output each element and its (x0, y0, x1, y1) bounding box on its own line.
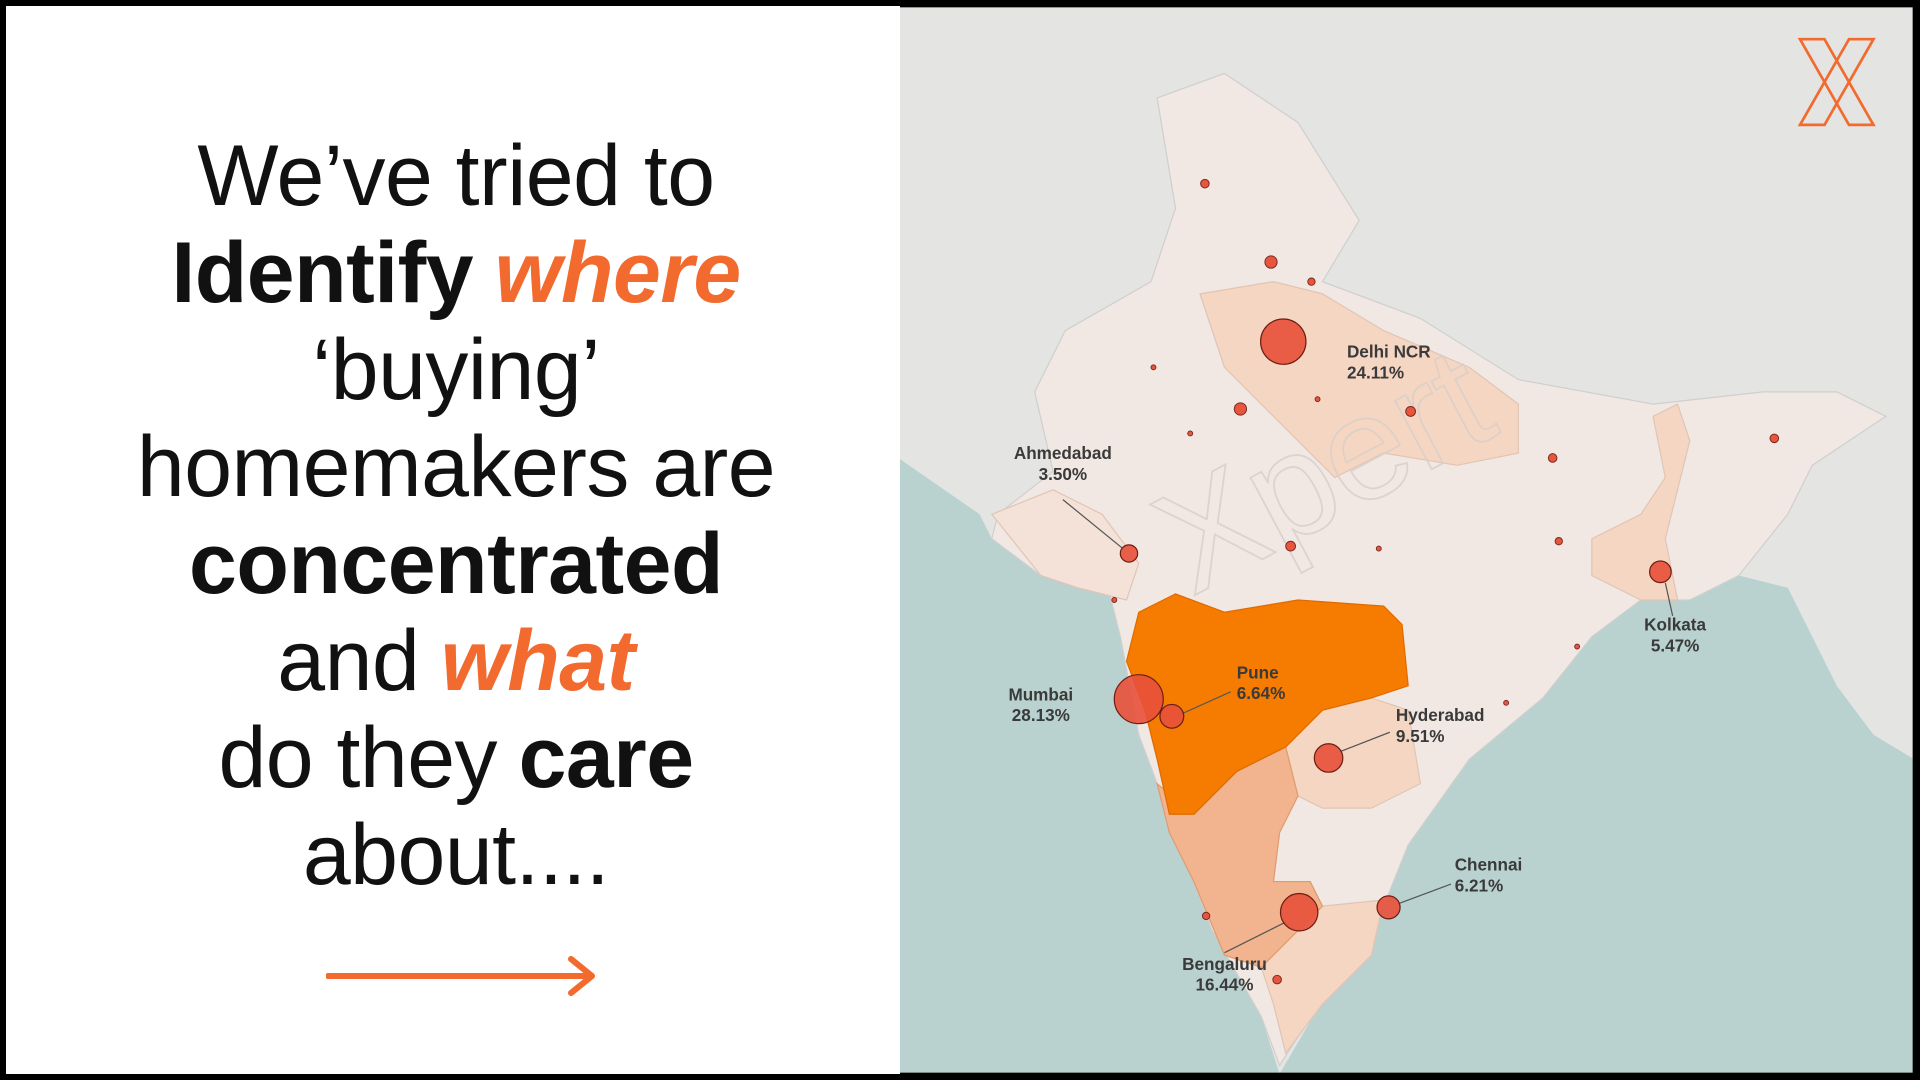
city-name: Pune (1237, 662, 1279, 682)
headline-line: do they care (6, 710, 906, 807)
city-name: Hyderabad (1396, 705, 1485, 725)
headline-text: do they (218, 710, 498, 806)
city-share: 28.13% (1012, 705, 1070, 725)
city-name: Chennai (1455, 855, 1523, 875)
headline-line: concentrated (6, 516, 906, 613)
city-share: 3.50% (1039, 464, 1088, 484)
city-bubble (1259, 318, 1307, 365)
city-share: 6.64% (1237, 683, 1286, 703)
city-bubble (1113, 674, 1164, 725)
headline-text: ‘buying’ (312, 322, 600, 418)
city-share: 24.11% (1347, 362, 1404, 382)
headline-text: about.... (302, 807, 610, 903)
city-bubble (1279, 892, 1319, 932)
city-share: 5.47% (1651, 635, 1700, 655)
city-name: Kolkata (1644, 615, 1706, 635)
headline-line: ‘buying’ (6, 322, 906, 419)
headline-highlight: where (494, 225, 742, 321)
leader-line (1339, 731, 1391, 753)
headline-bold: concentrated (188, 516, 724, 612)
headline-line: and what (6, 613, 906, 710)
sea (900, 459, 1914, 1074)
city-name: Ahmedabad (1014, 443, 1112, 463)
city-name: Delhi NCR (1347, 342, 1431, 362)
headline-line: about.... (6, 807, 906, 904)
city-name: Bengaluru (1182, 954, 1267, 974)
city-share: 6.21% (1455, 875, 1504, 895)
city-bubble (1648, 560, 1672, 584)
headline-line: Identify where (6, 225, 906, 322)
headline-text: and (277, 613, 420, 709)
state-maharashtra (1125, 593, 1409, 815)
city-bubble (1159, 703, 1185, 729)
headline-bold: Identify (171, 225, 474, 321)
headline-text: We’ve tried to (197, 128, 715, 224)
leader-line (1398, 883, 1452, 905)
next-arrow (326, 956, 595, 996)
leader-line (1181, 691, 1231, 715)
city-bubble (1376, 895, 1401, 920)
state-east (1591, 403, 1691, 601)
leader-line (1224, 921, 1286, 954)
logo (1797, 37, 1876, 127)
headline-line: homemakers are (6, 419, 906, 516)
city-bubble (1313, 743, 1344, 773)
headline-bold: care (518, 710, 694, 806)
city-bubble (1119, 544, 1139, 563)
leader-line (1062, 499, 1124, 550)
city-share: 16.44% (1195, 975, 1253, 995)
headline: We’ve tried to Identify where ‘buying’ ho… (6, 128, 906, 904)
headline-highlight: what (440, 613, 635, 709)
text-panel: We’ve tried to Identify where ‘buying’ ho… (6, 6, 900, 1074)
leader-line (1664, 582, 1674, 617)
city-share: 9.51% (1396, 726, 1445, 746)
city-name: Mumbai (1008, 684, 1073, 704)
minor-city-dots (1111, 178, 1780, 985)
headline-line: We’ve tried to (6, 128, 906, 225)
headline-text: homemakers are (136, 419, 776, 515)
state-west (990, 489, 1140, 601)
